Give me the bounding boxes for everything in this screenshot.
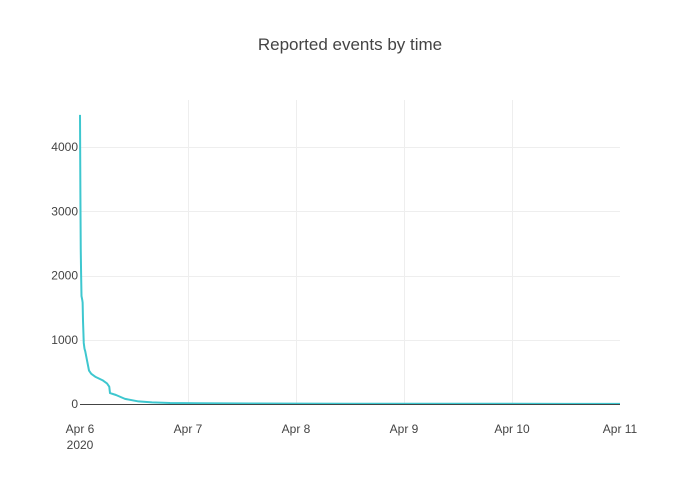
y-tick-label: 1000 — [51, 333, 78, 347]
y-tick-label: 4000 — [51, 140, 78, 154]
x-tick-label: Apr 9 — [390, 422, 419, 436]
x-axis-tick-labels: Apr 6 Apr 7 Apr 8 Apr 9 Apr 10 Apr 11 2020 — [66, 422, 638, 452]
x-tick-label: Apr 7 — [174, 422, 203, 436]
series-lines — [79, 114, 620, 405]
x-tick-year-label: 2020 — [67, 438, 94, 452]
chart-title: Reported events by time — [258, 35, 442, 54]
y-tick-label: 2000 — [51, 269, 78, 283]
x-tick-label: Apr 8 — [282, 422, 311, 436]
y-axis-tick-labels: 0 1000 2000 3000 4000 — [51, 140, 78, 411]
x-tick-label: Apr 6 — [66, 422, 95, 436]
x-tick-label: Apr 10 — [494, 422, 530, 436]
series-line — [79, 114, 620, 405]
grid-lines — [80, 100, 620, 404]
y-tick-label: 0 — [71, 397, 78, 411]
y-tick-label: 3000 — [51, 204, 78, 218]
x-tick-label: Apr 11 — [603, 422, 638, 436]
